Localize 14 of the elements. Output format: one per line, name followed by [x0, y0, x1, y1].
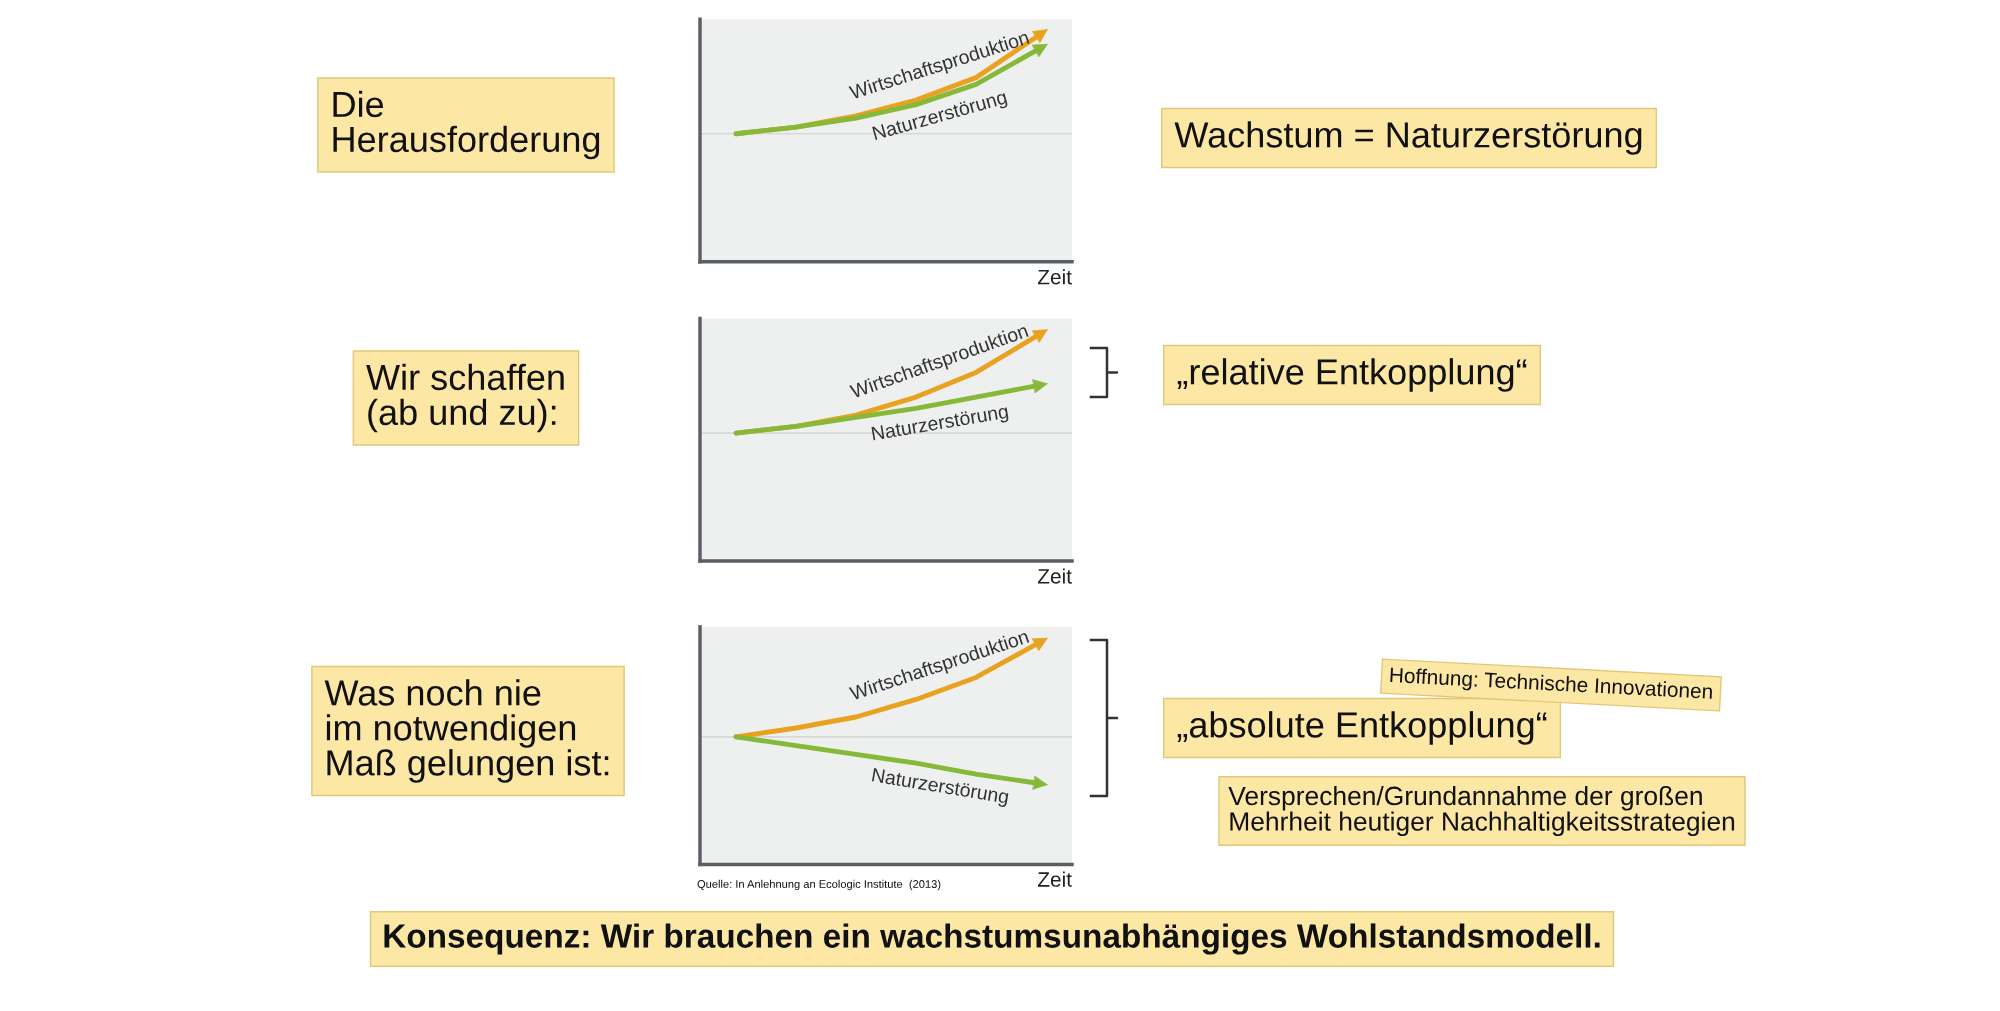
text: Was noch nie im notwendigen Maß gelungen ist:: [324, 679, 609, 783]
text: Naturzerstörung: [871, 404, 1010, 445]
source-note: Quelle: In Anlehnung an Ecologic Institute (2013): [697, 879, 941, 891]
x-axis-title: Zeit: [1037, 269, 1072, 285]
text: Konsequenz: Wir brauchen ein wachstumsunabhängiges Wohlstandsmodell.: [384, 923, 1600, 955]
x-axis-title: Zeit: [1037, 871, 1072, 887]
text: Die Herausforderung: [333, 90, 600, 160]
x-axis-title: Zeit: [1037, 568, 1072, 584]
text: Wir schaffen (ab und zu):: [366, 363, 564, 433]
text: „absolute Entkopplung“: [1177, 711, 1547, 745]
text: Wachstum = Naturzerstörung: [1174, 121, 1642, 155]
text: Hoffnung: Technische Innovationen: [1390, 666, 1713, 704]
text: „relative Entkopplung“: [1177, 358, 1527, 392]
text: Versprechen/Grundannahme der großen Mehrheit heutiger Nachhaltigkeitsstrategien: [1228, 785, 1735, 837]
